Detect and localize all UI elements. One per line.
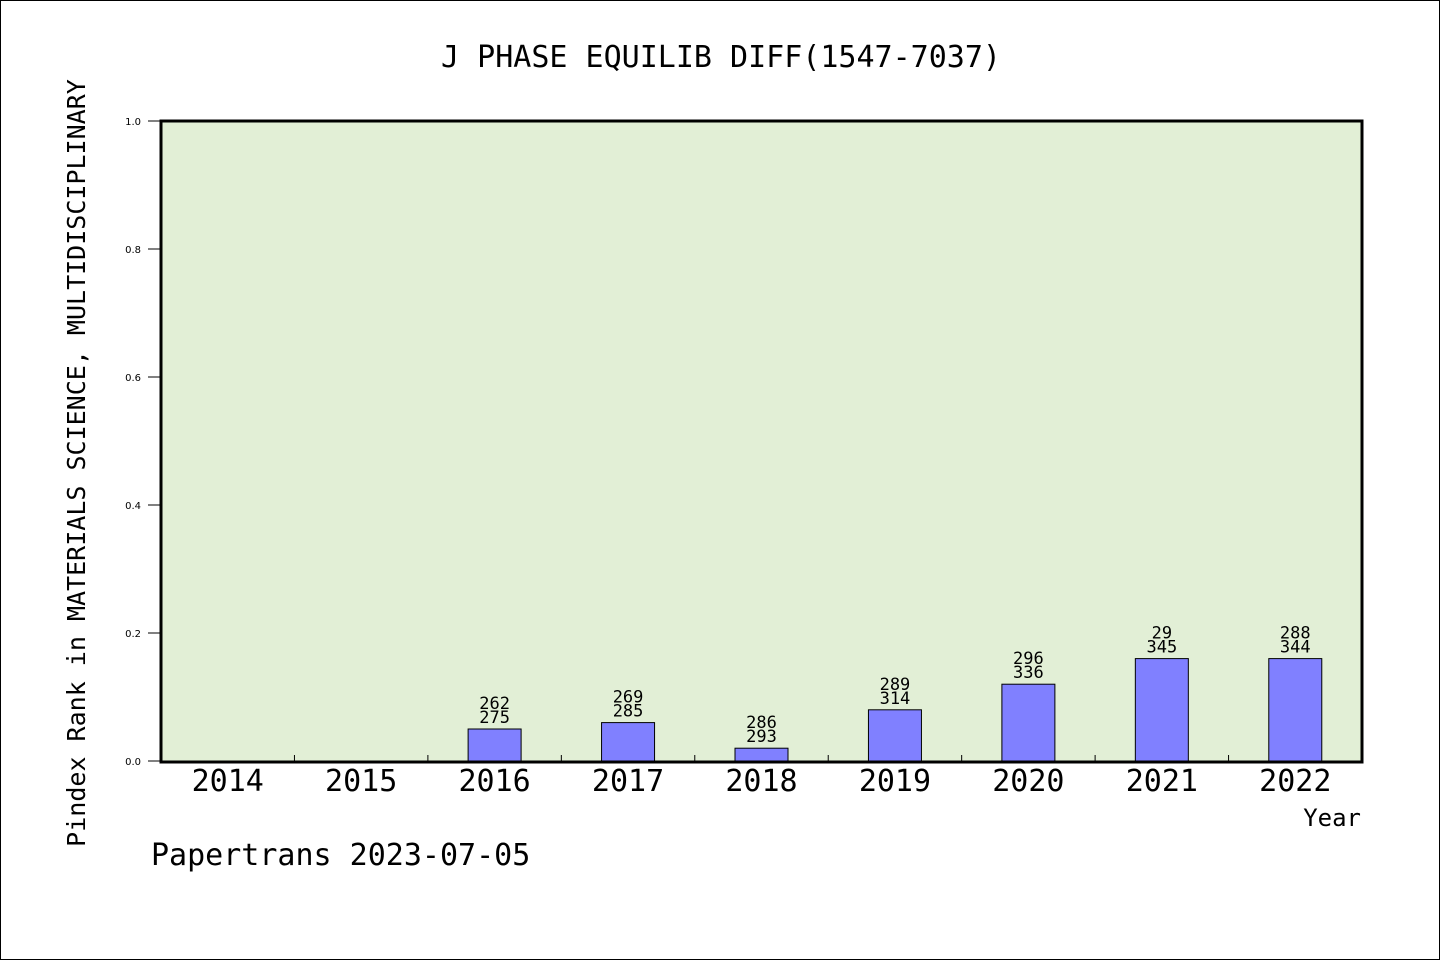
plot-frame — [159, 119, 1364, 764]
bar-rank-label: 296 — [1013, 649, 1044, 669]
x-tick-label: 2022 — [1259, 764, 1331, 799]
bar-total-label: 314 — [880, 689, 911, 709]
y-axis-label: Pindex Rank in MATERIALS SCIENCE, MULTID… — [62, 79, 91, 847]
bar — [867, 709, 922, 762]
y-axis-ticks: 0.0 0.2 0.4 0.6 0.8 1.0 — [125, 117, 161, 768]
x-tick-label: 2015 — [325, 764, 397, 799]
y-tick-label: 0.0 — [125, 757, 141, 768]
x-tick-label: 2020 — [992, 764, 1064, 799]
x-tick-label: 2021 — [1126, 764, 1198, 799]
bar-rank-label: 29 — [1152, 624, 1172, 644]
x-tick-label: 2018 — [725, 764, 797, 799]
bar — [1001, 683, 1056, 762]
bar-total-label: 275 — [479, 708, 510, 728]
bar-total-label: 285 — [613, 702, 644, 722]
bar-total-label: 344 — [1280, 638, 1311, 658]
bar — [734, 747, 789, 762]
bar-total-label: 336 — [1013, 663, 1044, 683]
x-axis-ticks: 2014 2015 2016 2017 2018 2019 2020 2021 2022 — [192, 764, 1332, 799]
bar-rank-label: 289 — [880, 675, 911, 695]
chart-title: J PHASE EQUILIB DIFF(1547-7037) — [441, 40, 1001, 75]
y-tick-label: 0.8 — [125, 245, 141, 256]
y-tick-label: 0.2 — [125, 629, 141, 640]
bar-rank-label: 269 — [613, 688, 644, 708]
x-tick-label: 2016 — [458, 764, 530, 799]
x-tick-label: 2019 — [859, 764, 931, 799]
y-tick-label: 0.4 — [125, 501, 141, 512]
x-axis-label: Year — [1303, 804, 1361, 832]
x-axis-dividers — [293, 755, 1230, 761]
bar-series — [467, 658, 1323, 762]
bar-rank-label: 262 — [479, 694, 510, 714]
bar-total-label: 293 — [746, 727, 777, 747]
x-tick-label: 2014 — [192, 764, 264, 799]
x-tick-label: 2017 — [592, 764, 664, 799]
y-tick-label: 1.0 — [125, 117, 141, 128]
footer-credit: Papertrans 2023-07-05 — [151, 838, 530, 873]
bar-total-label: 345 — [1146, 638, 1177, 658]
bar-rank-label: 286 — [746, 713, 777, 733]
bar — [601, 722, 656, 762]
bar — [1268, 658, 1323, 762]
bar — [1134, 658, 1189, 762]
bar-rank-label: 288 — [1280, 624, 1311, 644]
y-tick-label: 0.6 — [125, 373, 141, 384]
bar — [467, 728, 522, 762]
plot-area — [161, 121, 1362, 762]
